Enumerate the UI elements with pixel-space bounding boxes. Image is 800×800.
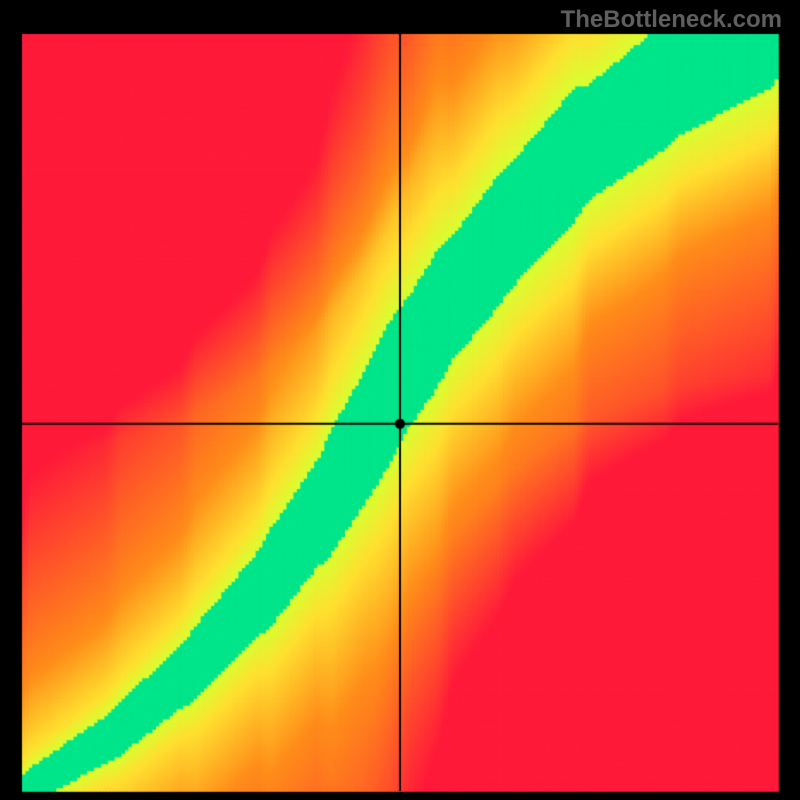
chart-container: TheBottleneck.com [0, 0, 800, 800]
watermark-text: TheBottleneck.com [561, 6, 782, 34]
heatmap-canvas [0, 0, 800, 800]
